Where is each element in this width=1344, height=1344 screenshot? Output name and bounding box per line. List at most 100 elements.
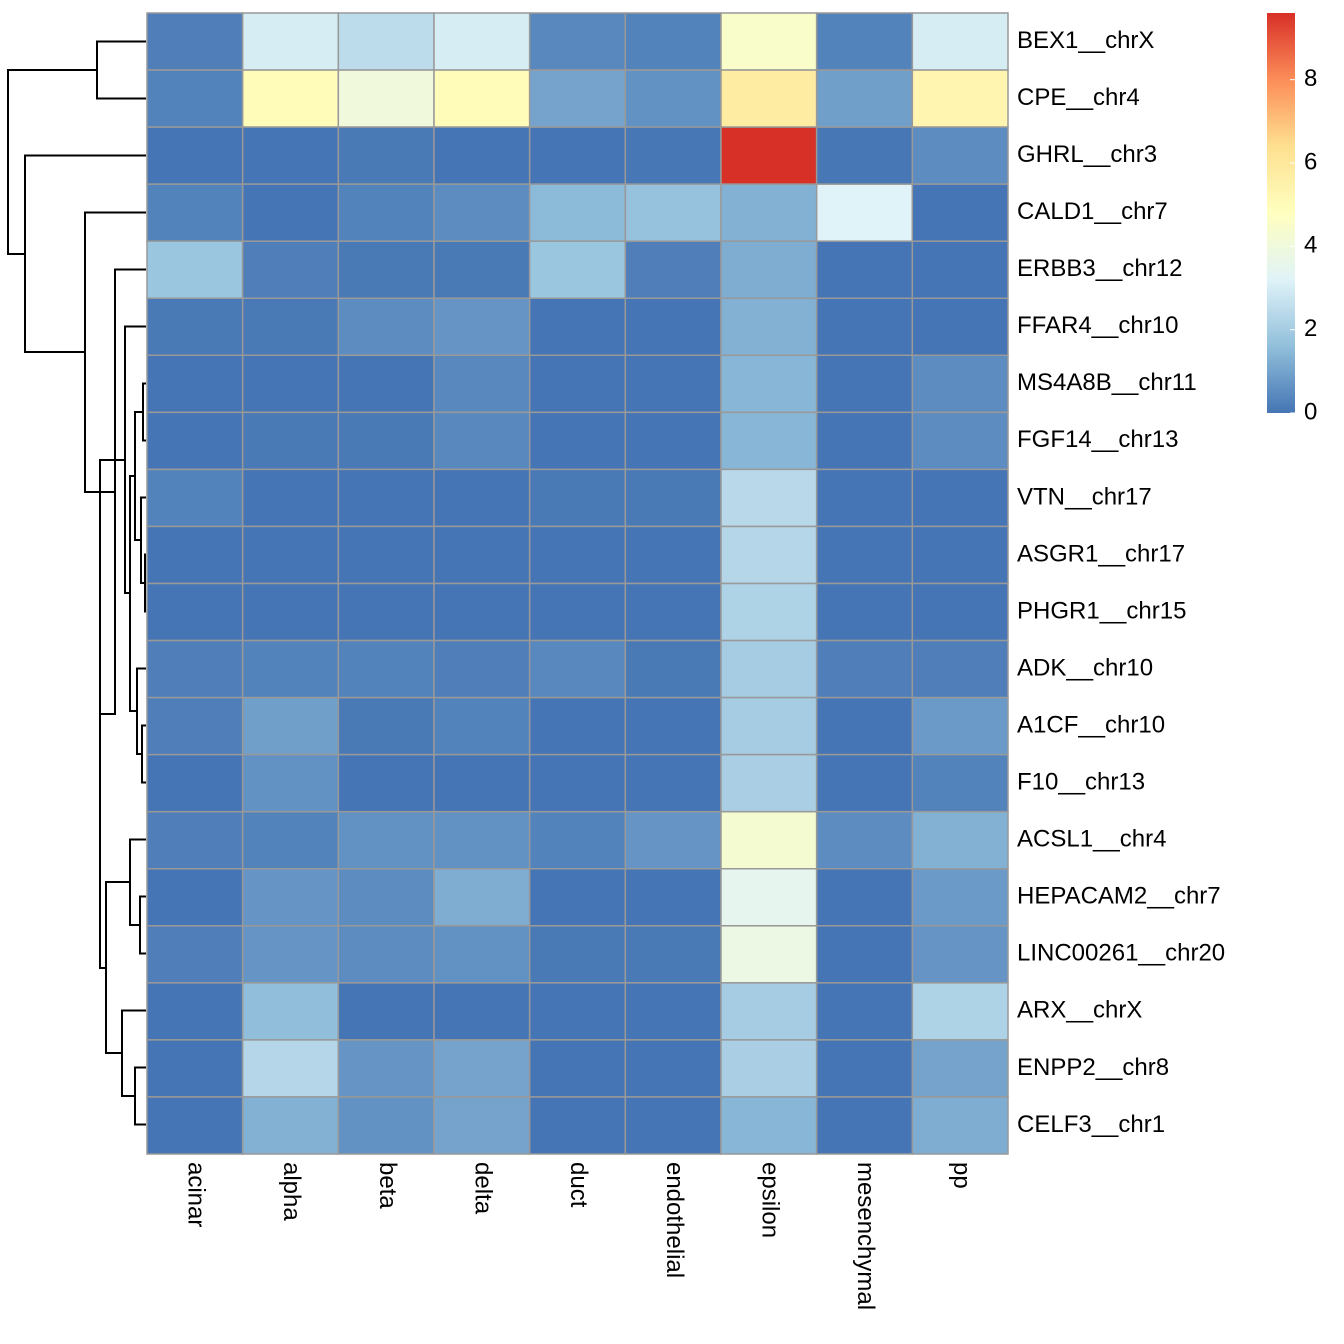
heatmap-cell	[720, 468, 818, 528]
heatmap-cell	[815, 582, 914, 642]
heatmap-cell	[720, 69, 818, 128]
heatmap-cell	[815, 810, 914, 870]
heatmap-cell	[624, 354, 722, 414]
heatmap-cell	[146, 696, 244, 756]
row-label: MS4A8B__chr11	[1017, 369, 1197, 396]
heatmap-cell	[337, 525, 435, 585]
heatmap-cell	[433, 297, 531, 357]
heatmap-cell	[528, 1096, 627, 1155]
heatmap-cell	[433, 696, 531, 756]
heatmap-cell	[146, 810, 244, 870]
heatmap-cell	[720, 12, 818, 71]
heatmap-cell	[337, 810, 435, 870]
column-label: delta	[469, 1162, 496, 1215]
heatmap-cell	[146, 297, 244, 357]
heatmap-cell	[433, 183, 531, 242]
heatmap-cell	[337, 753, 435, 813]
heatmap-cell	[337, 126, 435, 185]
heatmap-cell	[815, 468, 914, 528]
heatmap-cell	[911, 468, 1009, 528]
heatmap-cell	[815, 297, 914, 357]
heatmap-cell	[720, 753, 818, 813]
heatmap-cell	[241, 1096, 340, 1155]
row-label: ASGR1__chr17	[1017, 540, 1185, 567]
heatmap-cell	[911, 982, 1009, 1041]
heatmap-cell	[815, 925, 914, 984]
heatmap-cell	[815, 1039, 914, 1098]
heatmap-cell	[337, 468, 435, 528]
heatmap-cell	[720, 354, 818, 414]
heatmap-cell	[528, 297, 627, 357]
heatmap-cell	[433, 525, 531, 585]
heatmap-cell	[241, 582, 340, 642]
row-label: HEPACAM2__chr7	[1017, 883, 1221, 910]
column-label: beta	[374, 1162, 401, 1209]
heatmap-cell	[146, 582, 244, 642]
heatmap-cell	[720, 868, 818, 927]
heatmap-cell	[241, 696, 340, 756]
heatmap-cell	[337, 297, 435, 357]
heatmap-cell	[911, 1039, 1009, 1098]
heatmap-cell	[720, 925, 818, 984]
heatmap-cell	[624, 982, 722, 1041]
heatmap-cell	[624, 810, 722, 870]
heatmap-cell	[528, 468, 627, 528]
heatmap-cell	[815, 525, 914, 585]
heatmap-cell	[911, 12, 1009, 71]
heatmap-cell	[433, 468, 531, 528]
heatmap-cell	[241, 525, 340, 585]
heatmap-cell	[911, 925, 1009, 984]
row-label: A1CF__chr10	[1017, 711, 1165, 738]
heatmap-cell	[911, 868, 1009, 927]
heatmap-cell	[241, 297, 340, 357]
heatmap-cell	[911, 696, 1009, 756]
dendrogram-branches	[7, 40, 146, 1126]
heatmap-cell	[624, 69, 722, 128]
heatmap-cell	[146, 183, 244, 242]
heatmap-cell	[337, 1039, 435, 1098]
heatmap-cell	[720, 126, 818, 185]
heatmap-cell	[433, 810, 531, 870]
heatmap-cell	[911, 297, 1009, 357]
heatmap-cell	[241, 468, 340, 528]
heatmap-cell	[815, 982, 914, 1041]
heatmap-cell	[815, 639, 914, 699]
heatmap-cell	[911, 639, 1009, 699]
heatmap-cell	[815, 1096, 914, 1155]
heatmap-cell	[241, 925, 340, 984]
heatmap-cell	[337, 354, 435, 414]
heatmap-cell	[528, 639, 627, 699]
heatmap-cell	[433, 925, 531, 984]
heatmap-cell	[241, 240, 340, 299]
row-label: ARX__chrX	[1017, 997, 1142, 1024]
heatmap-cell	[337, 12, 435, 71]
heatmap-cell	[911, 810, 1009, 870]
heatmap-cell	[146, 1096, 244, 1155]
heatmap-cell	[528, 1039, 627, 1098]
heatmap-cell	[624, 1039, 722, 1098]
heatmap-cell	[528, 925, 627, 984]
heatmap-cell	[911, 354, 1009, 414]
column-label: pp	[948, 1162, 975, 1189]
heatmap-cell	[815, 126, 914, 185]
row-label: CALD1__chr7	[1017, 198, 1168, 225]
heatmap-cell	[433, 1096, 531, 1155]
column-label: acinar	[182, 1162, 209, 1227]
heatmap-cell	[337, 868, 435, 927]
heatmap-cell	[528, 126, 627, 185]
heatmap-cell	[433, 1039, 531, 1098]
row-label: CPE__chr4	[1017, 84, 1140, 111]
heatmap-cell	[146, 411, 244, 471]
row-label: PHGR1__chr15	[1017, 597, 1186, 624]
heatmap-cell	[720, 1096, 818, 1155]
row-label: CELF3__chr1	[1017, 1111, 1165, 1138]
heatmap-cell	[146, 868, 244, 927]
heatmap-cell	[146, 1039, 244, 1098]
heatmap-cell	[528, 810, 627, 870]
heatmap-cell	[337, 639, 435, 699]
heatmap-cell	[433, 240, 531, 299]
heatmap-cell	[241, 1039, 340, 1098]
heatmap-cell	[337, 240, 435, 299]
heatmap-cell	[337, 1096, 435, 1155]
heatmap-cell	[241, 810, 340, 870]
